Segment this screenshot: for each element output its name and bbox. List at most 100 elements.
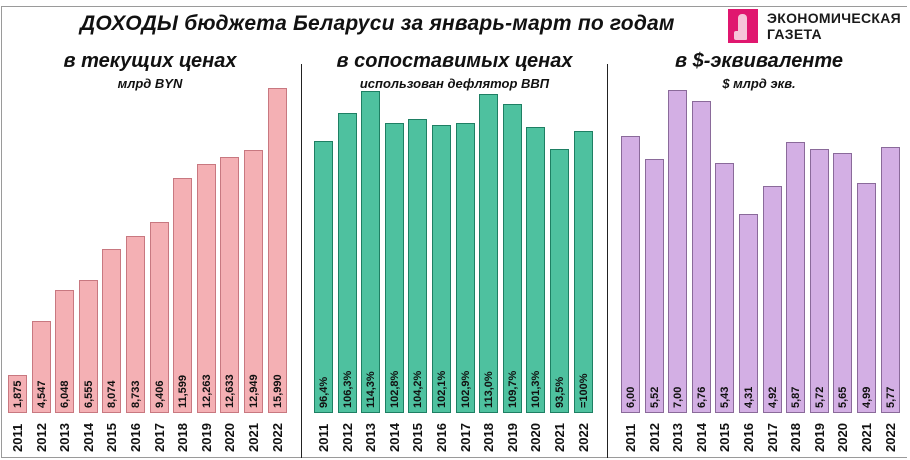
x-tick-year: 2011 [316,423,331,452]
x-tick-year: 2017 [765,423,780,452]
bar-2015: 104,2% [408,119,427,413]
logo-text: ЭКОНОМИЧЕСКАЯ ГАЗЕТА [767,10,901,42]
bar-2015: 8,074 [102,249,121,413]
bar-value-label: 93,5% [553,376,566,408]
x-tick-year: 2012 [34,423,49,452]
x-tick-year: 2022 [270,423,285,452]
bar-2020: 101,3% [526,127,545,413]
bar-value-label: 102,8% [388,370,401,408]
title-rest: бюджета Беларуси за январь-март по годам [184,12,675,35]
bar-value-label: 4,99 [860,386,873,408]
x-tick-year: 2017 [152,423,167,452]
bar-2011: 96,4% [314,141,333,413]
bar-value-label: 4,31 [742,386,755,408]
bar-2012: 106,3% [338,113,357,413]
bar-2014: 6,555 [79,280,98,413]
panel-3-subtitle: $ млрд экв. [722,76,796,91]
bar-value-label: 8,733 [129,380,142,408]
x-tick-year: 2020 [835,423,850,452]
x-tick-year: 2013 [363,423,378,452]
title-caps: ДОХОДЫ [80,12,179,35]
bar-2022: =100% [574,131,593,413]
logo-line2: ГАЗЕТА [767,26,822,42]
bar-2016: 4,31 [739,214,758,413]
bar-2012: 4,547 [32,321,51,413]
bar-2020: 5,65 [833,153,852,413]
x-tick-year: 2016 [741,423,756,452]
panel-2-title: в сопоставимых ценах [336,50,573,72]
x-tick-year: 2015 [410,423,425,452]
x-tick-year: 2018 [481,423,496,452]
bar-2015: 5,43 [715,163,734,413]
bar-value-label: 102,1% [435,370,448,408]
x-tick-year: 2013 [670,423,685,452]
bar-value-label: 102,9% [459,370,472,408]
x-tick-year: 2019 [199,423,214,452]
bar-2017: 9,406 [150,222,169,413]
bar-2011: 1,875 [8,375,27,413]
bar-value-label: 5,72 [813,386,826,408]
bar-value-label: 4,547 [35,380,48,408]
x-tick-year: 2014 [387,423,402,452]
x-tick-year: 2020 [528,423,543,452]
bar-2013: 114,3% [361,91,380,413]
x-tick-year: 2018 [175,423,190,452]
bar-value-label: 5,43 [718,386,731,408]
bar-2014: 102,8% [385,123,404,413]
bar-2018: 113,0% [479,94,498,413]
x-tick-year: 2015 [717,423,732,452]
bar-2021: 12,949 [244,150,263,413]
bar-value-label: =100% [577,373,590,408]
bar-value-label: 6,555 [82,380,95,408]
bar-2022: 15,990 [268,88,287,413]
bar-2014: 6,76 [692,101,711,413]
bar-value-label: 5,77 [884,386,897,408]
bar-2021: 4,99 [857,183,876,413]
x-tick-year: 2015 [104,423,119,452]
chart-frame [1,6,907,458]
panel-divider-1 [301,64,302,458]
x-tick-year: 2019 [812,423,827,452]
bar-value-label: 5,65 [836,386,849,408]
panel-1-title: в текущих ценах [63,50,237,72]
bar-value-label: 109,7% [506,370,519,408]
x-tick-year: 2016 [434,423,449,452]
bar-value-label: 1,875 [11,380,24,408]
x-tick-year: 2014 [694,423,709,452]
bar-2017: 4,92 [763,186,782,413]
x-tick-year: 2021 [552,423,567,452]
bar-2018: 11,599 [173,178,192,413]
x-tick-year: 2011 [10,423,25,452]
bar-2019: 109,7% [503,104,522,413]
bar-value-label: 6,048 [58,380,71,408]
panel-divider-2 [607,64,608,458]
bar-2013: 7,00 [668,90,687,413]
bar-value-label: 8,074 [105,380,118,408]
bar-2011: 6,00 [621,136,640,413]
bar-value-label: 5,52 [648,386,661,408]
bar-value-label: 9,406 [153,380,166,408]
bar-2020: 12,633 [220,157,239,413]
main-title: ДОХОДЫ бюджета Беларуси за январь-март п… [80,12,675,36]
bar-2016: 102,1% [432,125,451,413]
x-tick-year: 2021 [246,423,261,452]
bar-2021: 93,5% [550,149,569,413]
bar-value-label: 15,990 [271,374,284,408]
x-tick-year: 2014 [81,423,96,452]
bar-2019: 12,263 [197,164,216,413]
x-tick-year: 2021 [859,423,874,452]
bar-2013: 6,048 [55,290,74,413]
panel-1-subtitle: млрд BYN [117,76,183,91]
bar-value-label: 12,949 [247,374,260,408]
bar-value-label: 11,599 [176,374,189,408]
bar-2016: 8,733 [126,236,145,413]
x-tick-year: 2012 [647,423,662,452]
panel-3-title: в $-эквиваленте [674,50,844,72]
bar-value-label: 7,00 [671,386,684,408]
bar-2022: 5,77 [881,147,900,413]
panel-2-subtitle: использован дефлятор ВВП [359,76,550,91]
bar-value-label: 114,3% [364,371,377,408]
x-tick-year: 2012 [340,423,355,452]
x-tick-year: 2016 [128,423,143,452]
x-tick-year: 2020 [222,423,237,452]
